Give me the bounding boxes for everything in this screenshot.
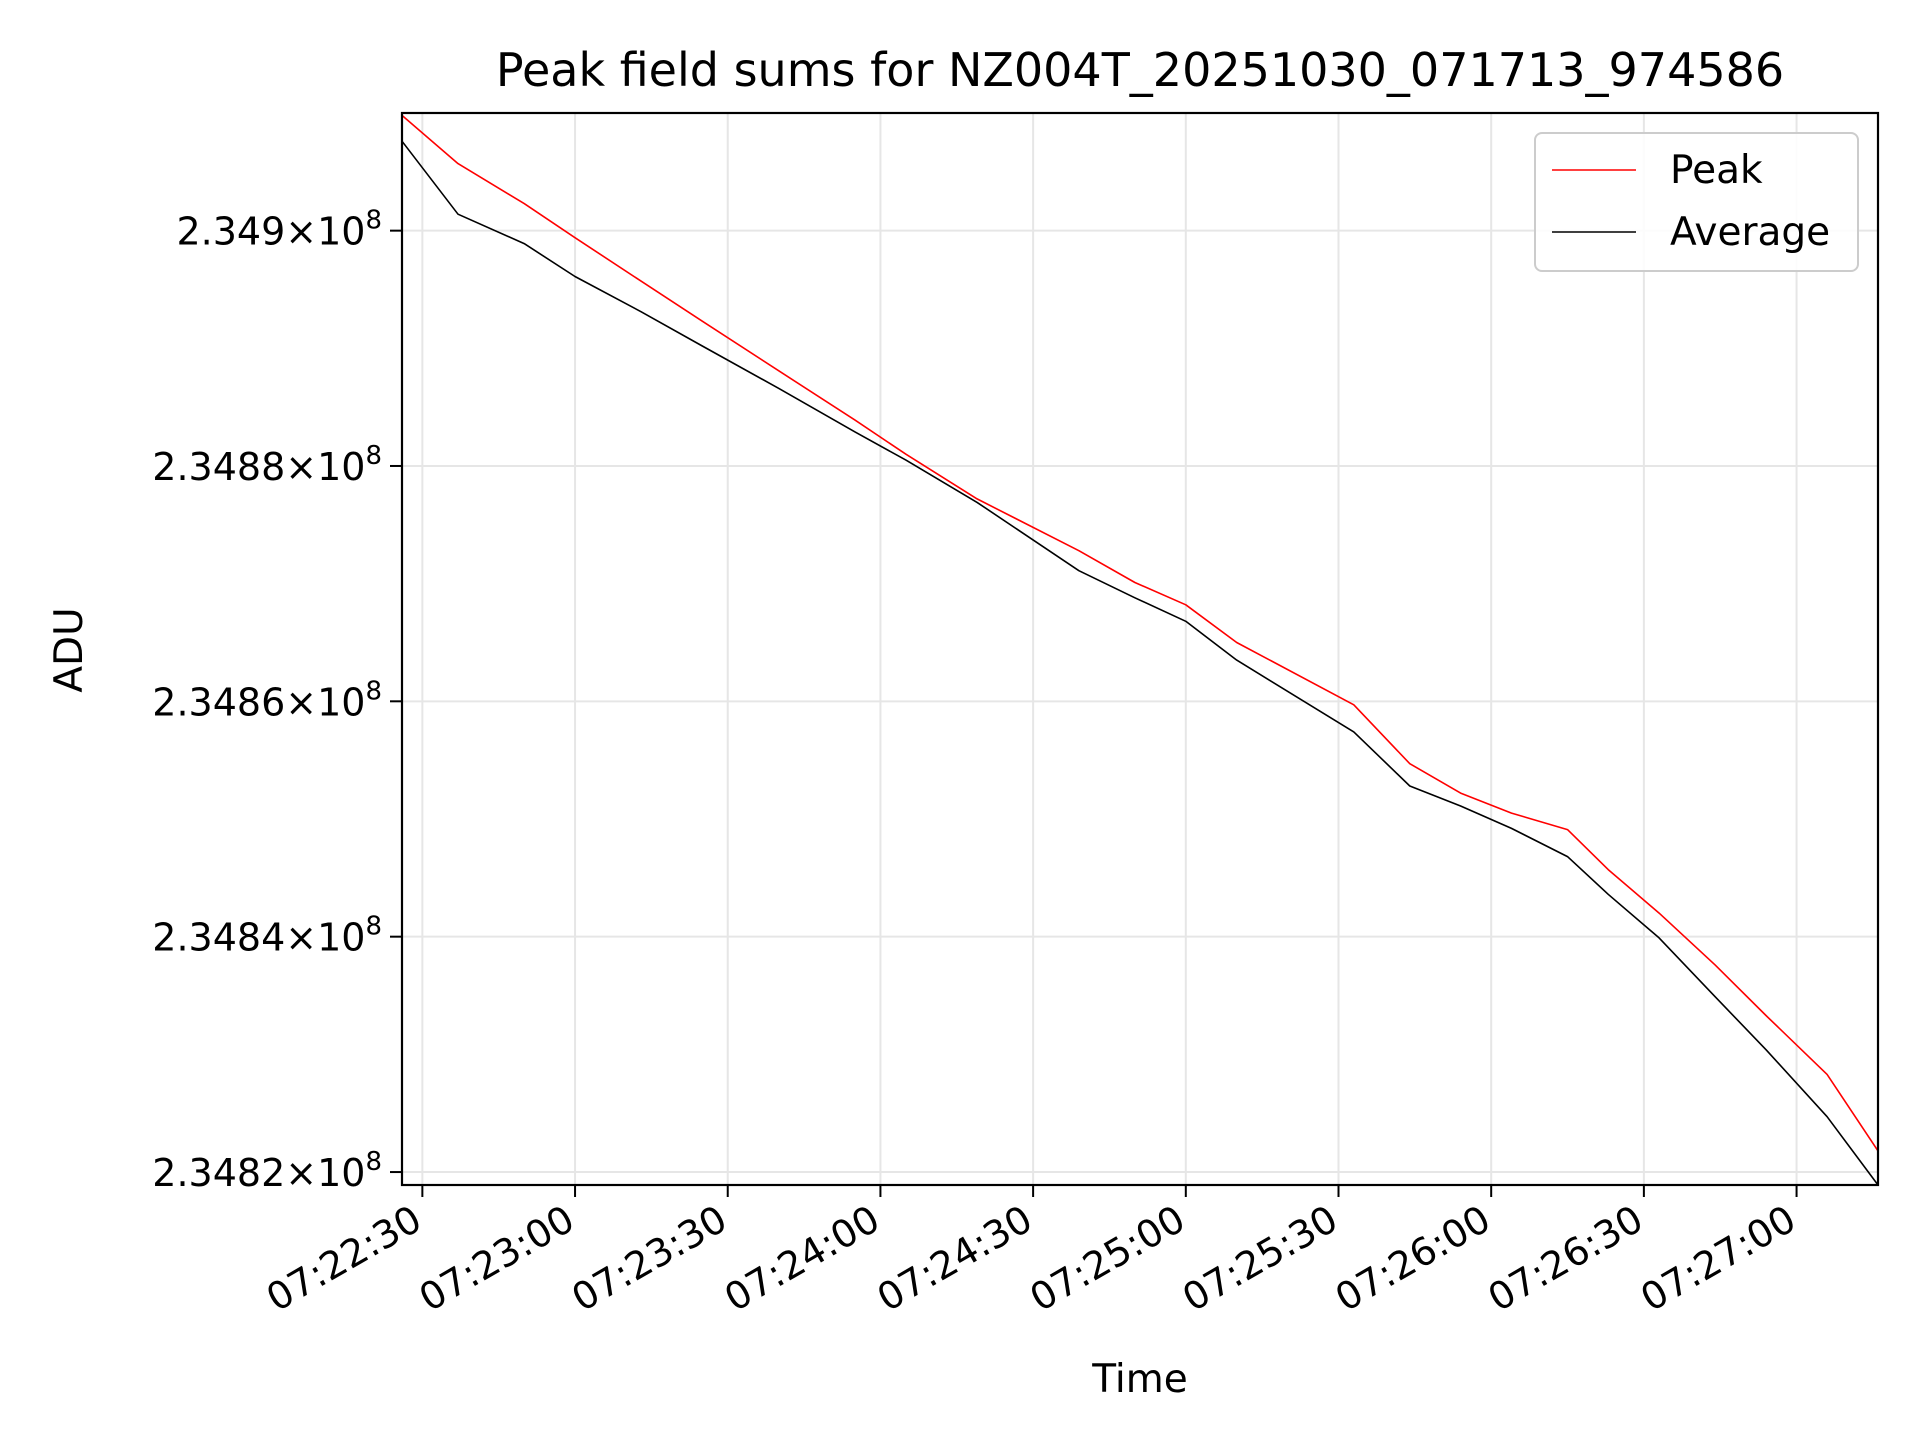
chart-title: Peak field sums for NZ004T_20251030_0717…: [496, 43, 1784, 97]
y-tick-label: 2.349×108: [176, 206, 382, 254]
y-tick-mantissa: 2.3484: [152, 916, 285, 960]
y-tick-times: ×10: [285, 680, 365, 724]
y-tick-exponent: 8: [365, 1147, 382, 1177]
y-tick-mantissa: 2.349: [176, 210, 285, 254]
y-tick-times: ×10: [285, 445, 365, 489]
y-tick-label: 2.3484×108: [152, 912, 382, 960]
series-line-peak: [401, 114, 1879, 1152]
y-tick-label: 2.3486×108: [152, 676, 382, 724]
y-axis-label: ADU: [47, 607, 92, 692]
y-tick-label: 2.3482×108: [152, 1147, 382, 1195]
y-tick-mantissa: 2.3488: [152, 445, 285, 489]
y-tick-label: 2.3488×108: [152, 441, 382, 489]
y-tick-mantissa: 2.3482: [152, 1151, 285, 1195]
y-tick-exponent: 8: [365, 206, 382, 236]
y-tick-mantissa: 2.3486: [152, 680, 285, 724]
plot-frame: [400, 111, 1880, 1187]
y-tick-exponent: 8: [365, 912, 382, 942]
series-line-average: [401, 140, 1879, 1186]
series-layer: [401, 114, 1879, 1186]
legend: Peak Average: [1534, 132, 1859, 272]
x-axis-label: Time: [1091, 1357, 1187, 1402]
y-tick-exponent: 8: [365, 676, 382, 706]
y-axis-ticks: 2.3482×1082.3484×1082.3486×1082.3488×108…: [152, 206, 402, 1195]
y-tick-times: ×10: [285, 1151, 365, 1195]
legend-label-average: Average: [1670, 210, 1830, 255]
legend-box: [1534, 132, 1859, 272]
y-tick-times: ×10: [285, 916, 365, 960]
y-tick-times: ×10: [285, 210, 365, 254]
grid-layer: [402, 113, 1878, 1185]
legend-label-peak: Peak: [1670, 148, 1763, 193]
y-tick-exponent: 8: [365, 441, 382, 471]
